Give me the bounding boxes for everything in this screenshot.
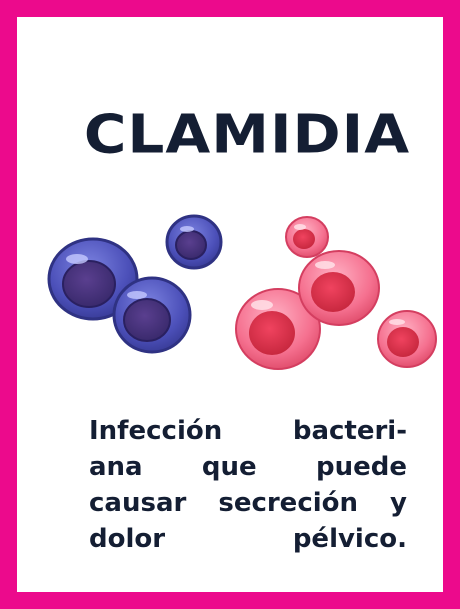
- cells-illustration: [47, 214, 437, 370]
- pink-cell-right: [377, 310, 437, 368]
- pink-cell-large: [235, 288, 321, 370]
- description-line: causar secreción y: [89, 488, 407, 518]
- pink-cells: [235, 216, 437, 370]
- description-line: dolor pélvico.: [89, 524, 407, 554]
- description-line: Infección bacteri-: [89, 416, 407, 446]
- blue-cell-small: [165, 214, 223, 270]
- blue-cell-large: [47, 237, 139, 321]
- card-title: CLAMIDIA: [83, 102, 411, 166]
- blue-cells: [47, 214, 223, 354]
- pink-cell-middle: [298, 250, 380, 326]
- blue-cell-bottom: [112, 276, 192, 354]
- pink-cell-tiny: [285, 216, 329, 258]
- description-line: ana que puede: [89, 452, 407, 482]
- description: Infección bacteri- ana que puede causar …: [89, 413, 407, 557]
